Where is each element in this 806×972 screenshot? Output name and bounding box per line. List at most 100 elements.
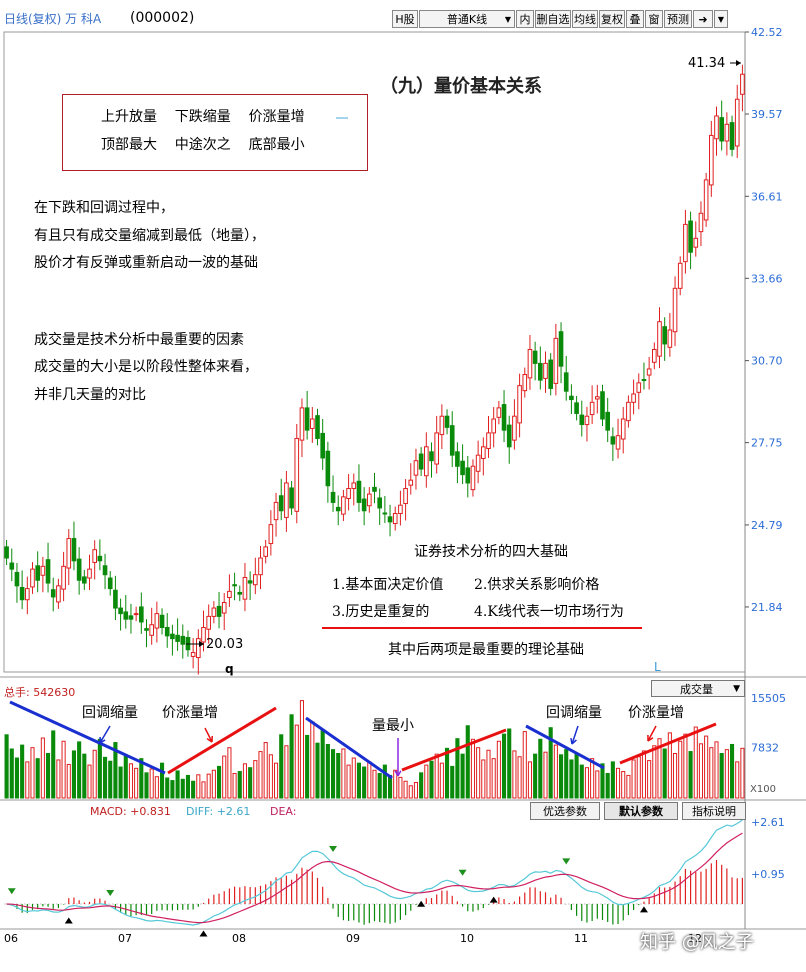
- y-tick-label: 24.79: [751, 519, 783, 532]
- candle: [424, 446, 429, 477]
- x-tick-label: 07: [118, 932, 132, 945]
- candle: [398, 504, 403, 515]
- candle: [351, 482, 357, 490]
- candle: [14, 571, 20, 587]
- candle: [667, 329, 673, 348]
- candle: [201, 627, 206, 643]
- note-line: 有且只有成交量缩减到最低（地量），: [34, 228, 265, 244]
- candle: [408, 479, 414, 486]
- toolbar-button[interactable]: H股: [392, 10, 418, 28]
- volume-multiplier: X100: [750, 784, 776, 795]
- candle: [227, 590, 232, 598]
- volume-bar: [486, 749, 491, 799]
- volume-bar: [25, 761, 30, 799]
- candle: [92, 549, 97, 563]
- candle: [221, 601, 227, 614]
- candle: [662, 326, 667, 345]
- default-params-button[interactable]: 默认参数: [604, 802, 678, 820]
- candle: [253, 574, 258, 586]
- diff-line: [6, 819, 743, 926]
- candle: [563, 372, 569, 392]
- volume-bar: [66, 763, 71, 799]
- arrow-head-icon: [394, 770, 402, 777]
- dea-line: [6, 832, 743, 924]
- volume-bar: [631, 759, 636, 799]
- candle: [330, 491, 336, 503]
- candle: [123, 611, 129, 620]
- toolbar-button[interactable]: 叠: [626, 10, 644, 28]
- volume-selector-value: 成交量: [680, 683, 713, 696]
- candle: [714, 115, 719, 140]
- toolbar-button[interactable]: 窗: [645, 10, 663, 28]
- volume-bar: [20, 744, 25, 799]
- trend-line: [401, 728, 507, 772]
- volume-bar: [299, 700, 305, 799]
- arrow-head-icon: [99, 736, 106, 744]
- y-tick-label: 21.84: [751, 601, 783, 614]
- note-line: 成交量的大小是以阶段性整体来看，: [34, 359, 258, 375]
- volume-annotation: 回调缩量: [546, 705, 602, 721]
- y-tick-label: 27.75: [751, 437, 783, 450]
- basic-item: 2.供求关系影响价格: [474, 577, 600, 593]
- toolbar-button[interactable]: 普通K线 ▼: [419, 10, 515, 28]
- candle: [66, 538, 72, 569]
- volume-bar: [149, 768, 154, 799]
- volume-bar: [491, 758, 496, 799]
- volume-bar: [740, 747, 745, 799]
- volume-selector[interactable]: 成交量 ▼: [651, 680, 745, 697]
- volume-bar: [678, 740, 683, 799]
- chevron-down-icon[interactable]: ▼: [714, 10, 728, 28]
- candle: [543, 362, 548, 379]
- diff-value: DIFF: +2.61: [186, 805, 251, 818]
- candle: [403, 488, 408, 505]
- candle: [449, 425, 455, 456]
- toolbar-button[interactable]: 均线: [572, 10, 598, 28]
- optimize-params-button[interactable]: 优选参数: [530, 802, 600, 820]
- candle: [372, 486, 377, 492]
- volume-bar: [56, 759, 61, 799]
- x-tick-label: 11: [574, 932, 588, 945]
- volume-bar: [165, 777, 170, 799]
- candle: [439, 415, 445, 436]
- candle: [216, 605, 222, 617]
- buy-arrow-icon: [639, 906, 648, 913]
- volume-bar: [496, 740, 501, 799]
- volume-bar: [71, 750, 77, 799]
- volume-bar: [735, 761, 740, 799]
- candle: [40, 565, 46, 576]
- toolbar-button[interactable]: 内: [516, 10, 534, 28]
- toolbar-button[interactable]: 复权: [599, 10, 625, 28]
- volume-bar: [501, 733, 507, 799]
- volume-bar: [698, 743, 704, 799]
- candle: [9, 562, 15, 570]
- volume-bar: [600, 763, 605, 799]
- volume-bar: [621, 771, 626, 799]
- arrow-right-icon[interactable]: ➜: [693, 10, 713, 28]
- candle: [418, 453, 424, 470]
- volume-bar: [574, 752, 579, 799]
- volume-bar: [615, 767, 621, 799]
- volume-bar: [647, 760, 652, 799]
- buy-arrow-icon: [417, 900, 426, 907]
- candle: [740, 73, 745, 95]
- volume-bar: [45, 752, 51, 799]
- volume-bar: [180, 778, 185, 799]
- candle: [113, 589, 118, 609]
- annotation-arrow: [647, 725, 657, 742]
- toolbar-button[interactable]: 删自选: [535, 10, 571, 28]
- volume-bar: [481, 759, 486, 799]
- indicator-help-button[interactable]: 指标说明: [682, 802, 746, 820]
- note-line: 并非几天量的对比: [34, 387, 146, 403]
- volume-bar: [51, 730, 56, 799]
- sell-arrow-icon: [562, 858, 571, 865]
- volume-bar: [310, 721, 315, 799]
- candle: [703, 179, 709, 221]
- candle: [538, 362, 543, 381]
- candle: [579, 414, 585, 426]
- candle: [455, 451, 460, 467]
- volume-bar: [232, 772, 237, 799]
- candle: [672, 287, 678, 333]
- candle: [377, 497, 382, 509]
- toolbar-button[interactable]: 预测: [664, 10, 692, 28]
